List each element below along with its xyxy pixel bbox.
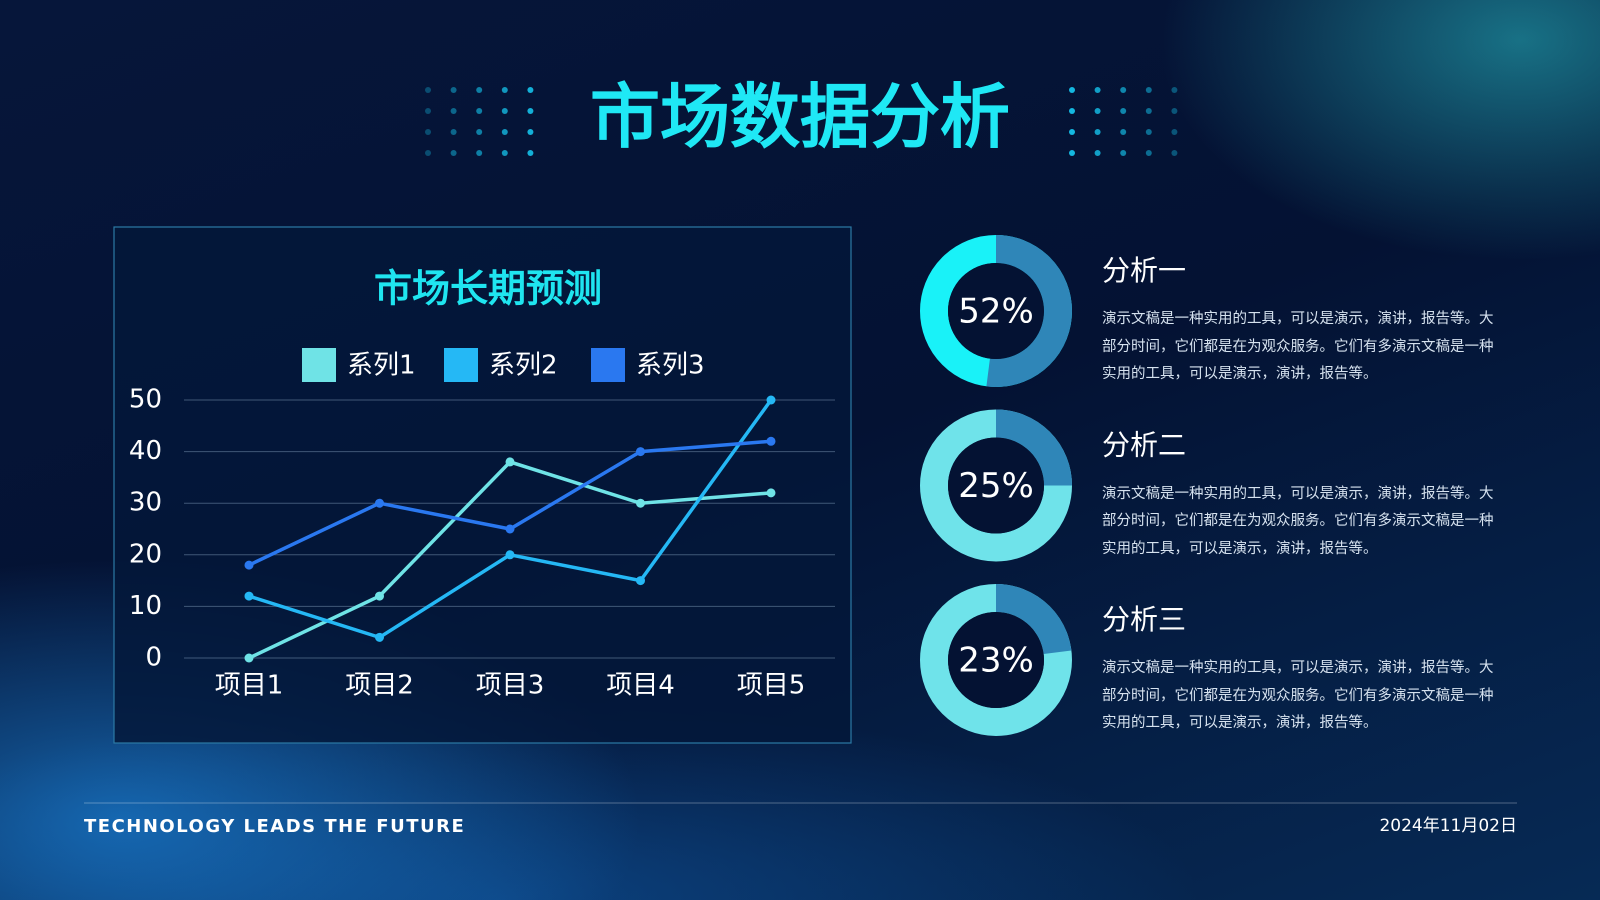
donut-hole [948, 612, 1044, 708]
decor-dot [476, 87, 483, 93]
decor-dot [1120, 87, 1127, 93]
analysis-heading: 分析三 [1102, 603, 1186, 636]
decor-dot [1094, 150, 1101, 156]
decor-dot [476, 129, 483, 135]
decor-dot [1145, 150, 1152, 156]
point [636, 498, 645, 508]
point [505, 524, 515, 534]
y-tick-label: 30 [129, 488, 162, 518]
point [766, 436, 776, 446]
x-tick-label: 项目3 [476, 671, 545, 701]
donut-segment [920, 409, 1072, 562]
decor-dot [425, 150, 431, 156]
decor-dot [1120, 129, 1127, 135]
point [766, 395, 776, 405]
y-tick-label: 20 [129, 539, 162, 569]
slide-title: 市场数据分析 [590, 76, 1010, 158]
point [766, 488, 776, 498]
decor-dot [1171, 108, 1178, 114]
decor-dot [1145, 108, 1152, 114]
decor-dot [476, 150, 483, 156]
point [244, 653, 254, 663]
point [375, 498, 384, 508]
decor-dot [527, 150, 534, 156]
footer-date: 2024年11月02日 [1379, 816, 1517, 836]
decor-dot [1069, 150, 1075, 156]
chart-panel [113, 226, 852, 744]
point [636, 576, 645, 586]
analysis-text: 演示文稿是一种实用的工具，可以是演示，演讲，报告等。大部分时间，它们都是在为观众… [1102, 660, 1494, 731]
point [505, 457, 515, 467]
decor-dot [450, 87, 457, 93]
decor-dot [1171, 150, 1178, 156]
y-tick-label: 0 [145, 643, 162, 673]
decor-dot [450, 129, 457, 135]
legend-swatch [591, 348, 625, 382]
y-tick-label: 40 [129, 436, 162, 466]
donut-label: 52% [958, 292, 1034, 332]
point [505, 550, 515, 560]
decor-dot [425, 108, 431, 114]
point [375, 591, 384, 601]
decor-dot [527, 129, 534, 135]
decor-dot [527, 108, 534, 114]
decor-dot [1069, 87, 1075, 93]
donut-hole [948, 437, 1044, 534]
decor-dot [450, 150, 457, 156]
legend-label: 系列1 [347, 351, 416, 381]
decor-dot [476, 108, 483, 114]
decor-dot [501, 150, 508, 156]
donut-label: 23% [958, 641, 1034, 681]
donut-segment [920, 235, 1072, 387]
legend-label: 系列2 [489, 351, 558, 381]
analysis-heading: 分析二 [1102, 429, 1186, 462]
legend-swatch [302, 348, 336, 382]
decor-dot [1145, 87, 1152, 93]
analysis-heading: 分析一 [1102, 254, 1186, 287]
point [244, 591, 254, 601]
decor-dot [1120, 150, 1127, 156]
decor-dot [1069, 129, 1075, 135]
decor-dot [501, 87, 508, 93]
decor-dot [1094, 129, 1101, 135]
decor-dot [1094, 108, 1101, 114]
x-tick-label: 项目2 [345, 671, 414, 701]
decor-dot [1145, 129, 1152, 135]
chart-title: 市场长期预测 [374, 267, 602, 311]
decor-dot [1069, 108, 1075, 114]
decor-dot [527, 87, 534, 93]
point [244, 560, 254, 570]
donut-label: 25% [958, 466, 1034, 506]
footer-slogan: TECHNOLOGY LEADS THE FUTURE [84, 816, 465, 837]
analysis-text: 演示文稿是一种实用的工具，可以是演示，演讲，报告等。大部分时间，它们都是在为观众… [1102, 485, 1494, 557]
donut-hole [948, 263, 1044, 359]
decor-dot [501, 108, 508, 114]
donut-segment [920, 584, 1072, 736]
decor-dot [450, 108, 457, 114]
x-tick-label: 项目1 [215, 671, 284, 701]
decor-dot [501, 129, 508, 135]
analysis-text: 演示文稿是一种实用的工具，可以是演示，演讲，报告等。大部分时间，它们都是在为观众… [1102, 311, 1494, 382]
legend-label: 系列3 [636, 351, 705, 381]
legend-swatch [444, 348, 478, 382]
decor-dot [1171, 129, 1178, 135]
y-tick-label: 50 [129, 385, 162, 415]
decor-dot [1120, 108, 1127, 114]
x-tick-label: 项目5 [737, 671, 806, 701]
decor-dot [425, 129, 431, 135]
y-tick-label: 10 [129, 591, 162, 621]
decor-dot [1171, 87, 1178, 93]
x-tick-label: 项目4 [606, 671, 675, 701]
point [636, 447, 645, 457]
decor-dot [425, 87, 431, 93]
point [375, 632, 384, 642]
decor-dot [1094, 87, 1101, 93]
